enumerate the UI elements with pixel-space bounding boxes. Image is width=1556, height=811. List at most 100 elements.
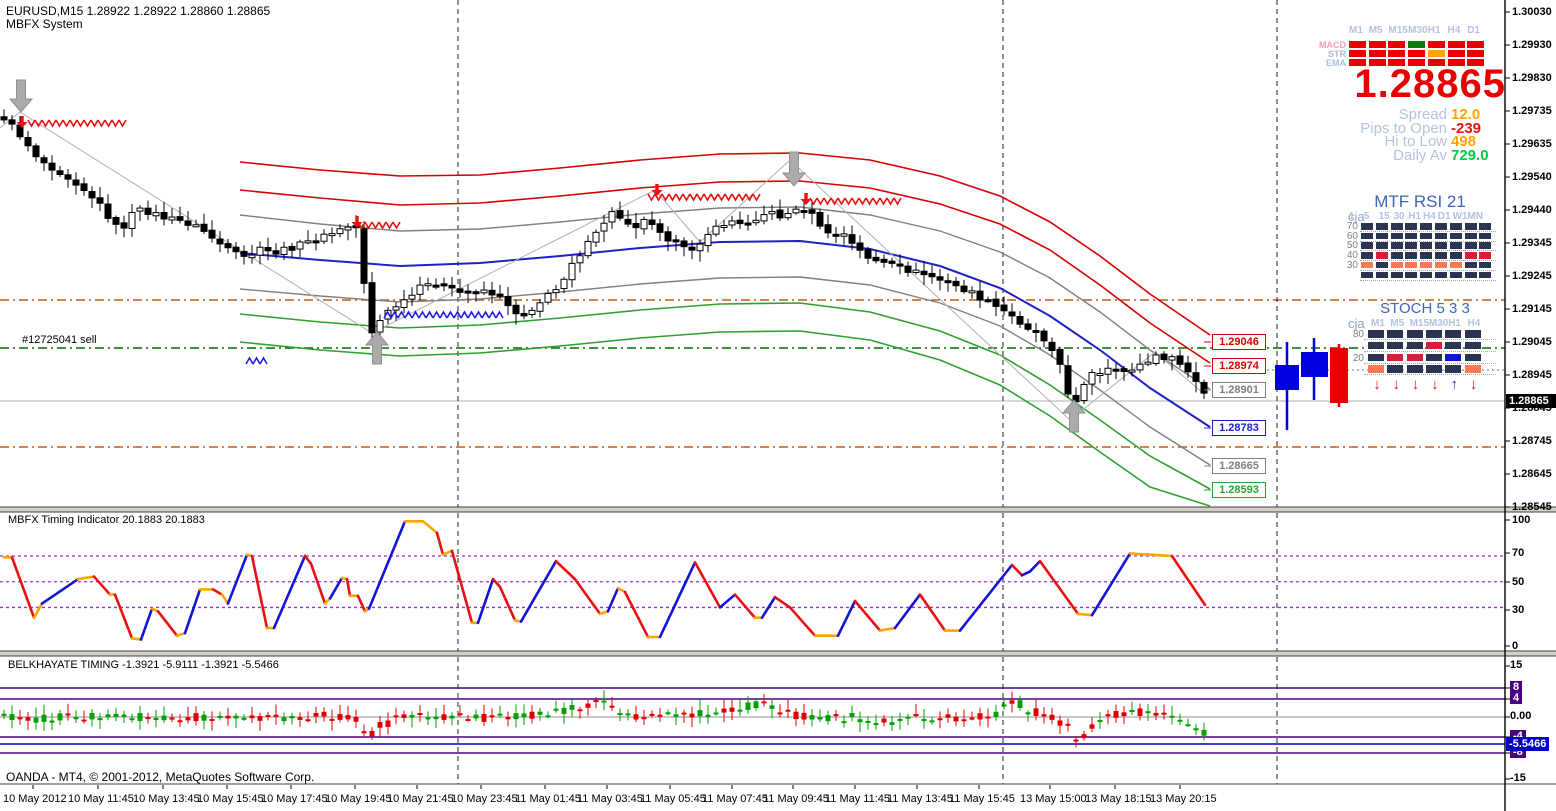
rsi-cell: [1464, 242, 1477, 249]
price-tick-label: 1.28645: [1512, 468, 1552, 480]
rsi-cell: [1435, 223, 1447, 230]
rsi-cell: [1375, 271, 1388, 278]
price-tick-label: 1.29635: [1512, 138, 1552, 150]
time-tick-label: 10 May 23:45: [451, 793, 518, 805]
stoch-panel-title: STOCH 5 3 3: [1380, 300, 1470, 317]
stoch-row-label: 80: [1352, 329, 1364, 340]
stoch-down-arrow-icon: ↓: [1431, 376, 1439, 393]
rsi-cell: [1375, 242, 1388, 249]
rsi-cell: [1361, 223, 1373, 230]
mbfx-timing-title: MBFX Timing Indicator 20.1883 20.1883: [8, 514, 205, 526]
rsi-cell: [1375, 223, 1388, 230]
current-price-badge: 1.28865: [1506, 394, 1556, 408]
rsi-cell: [1405, 252, 1418, 259]
price-tick-label: 1.29045: [1512, 336, 1552, 348]
band-price-label: 1.28665: [1212, 458, 1266, 474]
stoch-row-divider: [1364, 339, 1496, 340]
rsi-row-label: 50: [1346, 240, 1358, 252]
stat-value: 498: [1451, 133, 1477, 150]
rsi-col-header: 5: [1363, 211, 1370, 222]
time-tick-label: 10 May 11:45: [68, 793, 134, 805]
time-tick-label: 11 May 03:45: [577, 793, 643, 805]
stoch-row-divider: [1364, 374, 1496, 376]
rsi-col-header: D1: [1437, 211, 1451, 222]
price-tick-label: 1.30030: [1512, 6, 1552, 18]
rsi-cell: [1420, 242, 1433, 249]
stoch-col-header: M5: [1390, 318, 1405, 329]
matrix-cell: [1408, 59, 1426, 66]
matrix-cell: [1427, 50, 1445, 57]
stat-label: Spread: [1398, 106, 1447, 123]
sell-arrow-icon: [351, 216, 363, 228]
up-swing-arrow-icon: [1061, 399, 1087, 433]
belk-tick-label: 0.00: [1510, 710, 1532, 722]
rsi-cell: [1449, 252, 1462, 259]
price-tick-label: 1.28745: [1512, 435, 1552, 447]
matrix-cell: [1447, 59, 1465, 66]
rsi-col-header: 1: [1349, 211, 1355, 222]
stoch-cell: [1425, 341, 1442, 350]
mbfx-tick-label: 100: [1512, 514, 1531, 526]
belk-tick-label: 15: [1510, 659, 1523, 671]
time-tick-label: 13 May 15:00: [1020, 793, 1087, 805]
stoch-cell: [1464, 330, 1481, 338]
belk-tick-label: 4: [1510, 692, 1523, 704]
belk-tick-label: -15: [1510, 772, 1526, 784]
stoch-down-arrow-icon: ↓: [1373, 376, 1381, 393]
rsi-cell: [1420, 271, 1433, 278]
matrix-col-header: H1: [1427, 25, 1441, 36]
time-tick-label: 11 May 07:45: [702, 793, 768, 805]
mbfx-tick-label: 70: [1512, 547, 1525, 559]
stoch-cell: [1387, 341, 1404, 350]
matrix-cell: [1427, 59, 1445, 66]
rsi-cell: [1361, 271, 1373, 278]
rsi-cell: [1375, 232, 1388, 240]
stoch-cell: [1406, 353, 1423, 362]
rsi-cell: [1479, 261, 1492, 269]
rsi-cell: [1390, 252, 1403, 259]
stoch-cell: [1445, 341, 1462, 350]
stoch-cell: [1425, 330, 1442, 338]
rsi-row-label: 40: [1346, 250, 1358, 262]
rsi-cell: [1390, 242, 1403, 249]
matrix-cell: [1349, 59, 1366, 66]
matrix-cell: [1447, 50, 1465, 57]
matrix-cell: [1388, 41, 1406, 48]
rsi-row-divider: [1360, 269, 1496, 271]
ohlc-info-line: EURUSD,M15 1.28922 1.28922 1.28860 1.288…: [6, 4, 271, 18]
rsi-cell: [1435, 232, 1447, 240]
matrix-cell: [1467, 41, 1485, 48]
stoch-cell: [1425, 365, 1442, 373]
stat-value: -239: [1451, 119, 1482, 137]
rsi-watermark: cja: [1348, 209, 1365, 224]
matrix-cell: [1388, 50, 1406, 57]
rsi-cell: [1375, 261, 1388, 269]
stoch-down-arrow-icon: ↓: [1469, 376, 1478, 393]
belk-tick-label: 8: [1510, 681, 1523, 693]
stoch-cell: [1464, 353, 1481, 362]
time-tick-label: 11 May 05:45: [640, 793, 706, 805]
price-tick-label: 1.29345: [1512, 237, 1552, 249]
axis-tick-marks: [32, 11, 1510, 789]
matrix-col-header: M5: [1368, 25, 1383, 36]
stoch-cell: [1368, 341, 1384, 350]
stat-label: Daily Av: [1393, 146, 1447, 164]
sell-signal-zigzags: [27, 119, 902, 230]
rsi-col-header: W1: [1452, 211, 1468, 222]
mbfx-tick-label: 0: [1512, 640, 1519, 652]
stoch-cell: [1406, 330, 1423, 338]
sell-arrow-icon: [16, 116, 28, 128]
price-tick-label: 1.29830: [1512, 72, 1552, 84]
rsi-cell: [1479, 271, 1492, 278]
rsi-cell: [1420, 261, 1433, 269]
matrix-cell: [1408, 41, 1426, 48]
stoch-down-arrow-icon: ↓: [1392, 376, 1401, 393]
matrix-cell: [1368, 50, 1386, 57]
time-tick-label: 11 May 09:45: [763, 793, 829, 805]
period-separators: [457, 0, 1278, 784]
time-tick-label: 11 May 15:45: [949, 793, 1015, 805]
mbfx-tick-label: 50: [1512, 576, 1525, 588]
rsi-cell: [1390, 223, 1403, 230]
